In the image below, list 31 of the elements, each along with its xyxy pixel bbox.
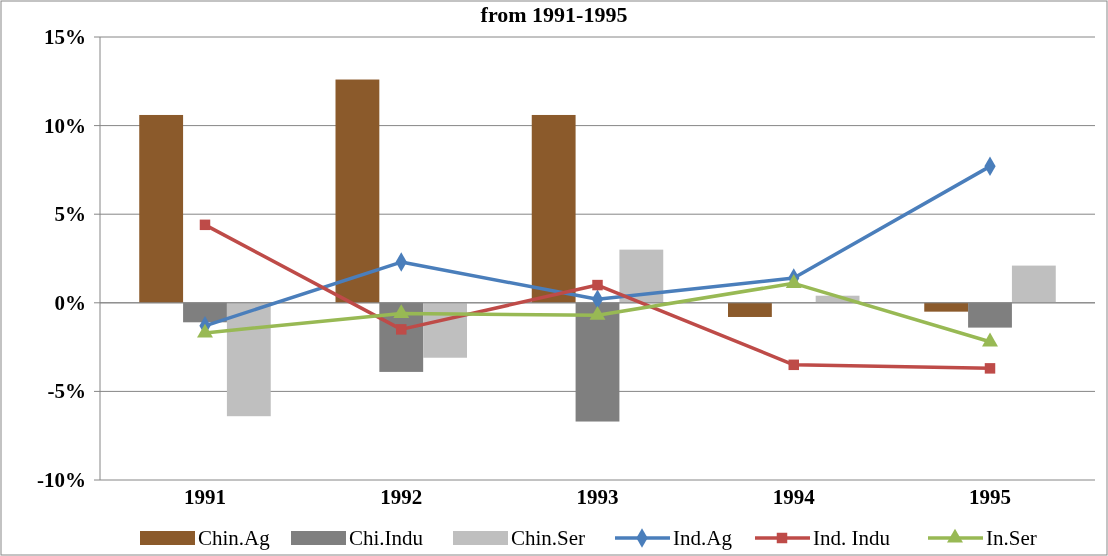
y-tick-label: -5% (47, 379, 86, 404)
bar (728, 302, 772, 317)
legend-label: Ind.Ag (673, 526, 733, 550)
point (199, 219, 211, 231)
point (984, 363, 996, 374)
legend-label: Chin.Ser (511, 526, 586, 550)
point (592, 279, 603, 291)
y-tick-label: -10% (37, 468, 86, 492)
legend-label: In.Ser (986, 526, 1037, 550)
point (788, 359, 799, 371)
chart-title: from 1991-1995 (480, 2, 628, 27)
y-tick-label: 15% (44, 25, 86, 49)
x-tick-label: 1994 (772, 485, 816, 509)
bar (531, 114, 576, 303)
legend-label: Chi.Indu (349, 526, 424, 550)
y-tick-label: 5% (54, 202, 86, 227)
bar (139, 114, 184, 303)
y-tick-label: 0% (54, 290, 86, 315)
x-tick-label: 1993 (576, 485, 619, 509)
point (393, 304, 410, 319)
bar (924, 302, 969, 312)
bar (226, 302, 271, 417)
y-tick-label: 10% (44, 113, 86, 138)
bar (335, 79, 380, 303)
bar (1011, 265, 1056, 303)
x-tick-label: 1995 (969, 485, 1012, 509)
legend-label: Ind. Indu (813, 526, 891, 550)
x-tick-label: 1991 (184, 485, 226, 509)
legend-label: Chin.Ag (198, 526, 271, 550)
point (396, 324, 407, 335)
x-tick-label: 1992 (380, 485, 423, 509)
